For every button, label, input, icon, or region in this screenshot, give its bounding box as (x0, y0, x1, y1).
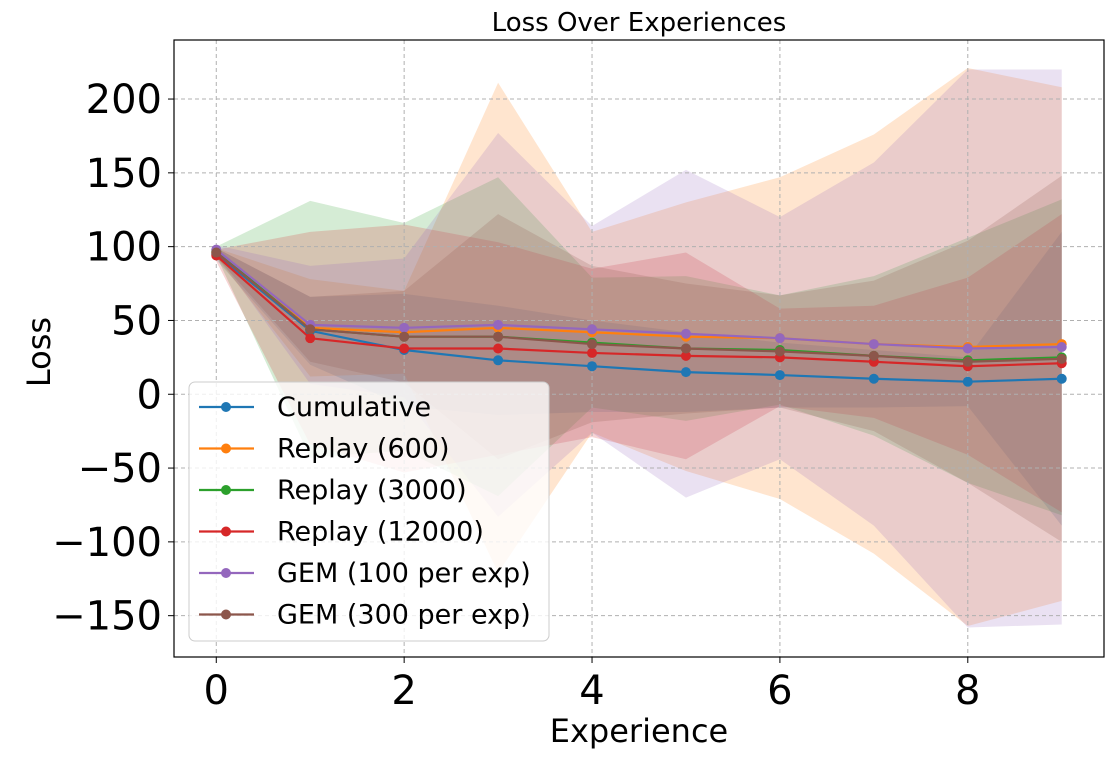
series-line-3 (215, 254, 1062, 368)
data-point (680, 367, 691, 378)
y-tick-label: 50 (111, 298, 162, 344)
data-point (587, 347, 598, 358)
data-point (868, 339, 879, 350)
data-point (493, 319, 504, 330)
legend-label-5: GEM (300 per exp) (277, 600, 531, 631)
data-point (587, 339, 598, 350)
data-point (399, 343, 410, 354)
series-lines (211, 244, 1067, 387)
y-axis-label: Loss (20, 317, 58, 387)
legend-box (188, 381, 550, 642)
x-tick-label: 6 (767, 668, 792, 714)
legend-marker-3 (221, 526, 231, 537)
data-point (680, 350, 691, 361)
y-tick-label: 100 (86, 225, 162, 271)
legend-label-2: Replay (3000) (277, 475, 467, 506)
data-point (305, 333, 316, 344)
legend-label-3: Replay (12000) (277, 517, 484, 548)
legend-marker-0 (221, 402, 231, 412)
legend-marker-4 (221, 568, 231, 578)
x-tick-label: 2 (391, 668, 416, 714)
y-tick-label: −50 (78, 446, 162, 492)
data-point (1056, 373, 1067, 384)
legend-marker-2 (221, 485, 231, 495)
data-point (399, 331, 410, 342)
legend-label-0: Cumulative (277, 392, 431, 423)
y-tick-label: 200 (86, 77, 162, 123)
data-point (587, 324, 598, 335)
legend-marker-5 (221, 609, 231, 620)
plot-frame (173, 39, 1105, 658)
confidence-band-0 (216, 231, 1062, 526)
y-axis-ticks: −150 −100 −50 0 50 100 150 200 (52, 77, 174, 640)
data-point (774, 370, 785, 381)
y-tick-label: 0 (137, 372, 162, 418)
chart-title: Loss Over Experiences (492, 8, 787, 38)
data-point (493, 343, 504, 354)
series-line-5 (215, 251, 1062, 363)
y-tick-label: −100 (52, 520, 162, 566)
x-axis-label: Experience (550, 712, 728, 750)
data-point (868, 350, 879, 361)
data-point (305, 324, 316, 335)
x-tick-label: 4 (579, 668, 604, 714)
x-tick-label: 8 (955, 668, 980, 714)
data-point (774, 346, 785, 357)
data-point (680, 328, 691, 339)
data-point (399, 322, 410, 333)
data-point (493, 331, 504, 342)
data-point (211, 247, 222, 258)
series-line-0 (215, 253, 1062, 383)
data-point (774, 333, 785, 344)
y-tick-label: 150 (86, 151, 162, 197)
data-point (962, 376, 973, 387)
data-point (493, 355, 504, 366)
data-point (587, 361, 598, 372)
data-point (1056, 353, 1067, 364)
data-point (962, 343, 973, 354)
y-tick-label: −150 (52, 594, 162, 640)
x-axis-ticks: 0 2 4 6 8 (204, 657, 981, 714)
data-point (962, 356, 973, 367)
confidence-band-4 (216, 69, 1062, 628)
confidence-band-5 (216, 175, 1062, 542)
data-point (868, 373, 879, 384)
series-line-4 (215, 248, 1062, 350)
legend: Cumulative Replay (600) Replay (3000) Repla… (188, 381, 550, 642)
data-point (680, 343, 691, 354)
legend-marker-1 (221, 443, 231, 454)
data-point (1056, 342, 1067, 353)
legend-label-4: GEM (100 per exp) (277, 558, 531, 589)
x-tick-label: 0 (204, 668, 229, 714)
legend-label-1: Replay (600) (277, 434, 450, 465)
